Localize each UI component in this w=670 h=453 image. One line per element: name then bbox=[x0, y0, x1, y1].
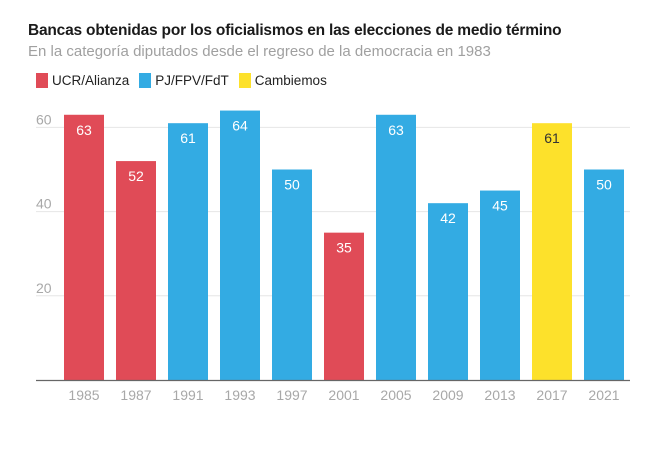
bar-1985 bbox=[64, 114, 104, 381]
x-tick-label-1997: 1997 bbox=[276, 387, 307, 403]
x-tick-label-2013: 2013 bbox=[484, 387, 515, 403]
x-tick-label-1985: 1985 bbox=[68, 387, 99, 403]
x-tick-label-1993: 1993 bbox=[224, 387, 255, 403]
bar-1993 bbox=[220, 110, 260, 380]
legend-label-ucr: UCR/Alianza bbox=[52, 73, 130, 88]
x-tick-label-1991: 1991 bbox=[172, 387, 203, 403]
value-label-1991: 61 bbox=[180, 130, 196, 146]
value-label-2005: 63 bbox=[388, 122, 404, 138]
value-label-2017: 61 bbox=[544, 130, 560, 146]
x-tick-label-2001: 2001 bbox=[328, 387, 359, 403]
legend: UCR/Alianza PJ/FPV/FdT Cambiemos bbox=[36, 73, 337, 88]
value-label-2001: 35 bbox=[336, 240, 352, 256]
bar-2009 bbox=[428, 203, 468, 380]
legend-swatch-ucr bbox=[36, 73, 48, 88]
bar-2021 bbox=[584, 169, 624, 380]
value-label-1993: 64 bbox=[232, 118, 248, 134]
bar-1987 bbox=[116, 161, 156, 380]
x-tick-label-1987: 1987 bbox=[120, 387, 151, 403]
legend-swatch-pj bbox=[139, 73, 152, 88]
y-tick-label-20: 20 bbox=[36, 280, 52, 296]
x-tick-label-2021: 2021 bbox=[588, 387, 619, 403]
value-label-2013: 45 bbox=[492, 198, 508, 214]
x-tick-label-2009: 2009 bbox=[432, 387, 463, 403]
value-label-1997: 50 bbox=[284, 177, 300, 193]
x-tick-label-2005: 2005 bbox=[380, 387, 411, 403]
chart-title: Bancas obtenidas por los oficialismos en… bbox=[28, 22, 562, 39]
legend-label-pj: PJ/FPV/FdT bbox=[155, 73, 229, 88]
value-label-1985: 63 bbox=[76, 122, 92, 138]
legend-label-cambiemos: Cambiemos bbox=[254, 73, 327, 88]
bar-1991 bbox=[168, 123, 208, 380]
value-label-1987: 52 bbox=[128, 168, 144, 184]
y-tick-label-40: 40 bbox=[36, 196, 52, 212]
legend-item-cambiemos: Cambiemos bbox=[238, 73, 327, 88]
bar-2005 bbox=[376, 114, 416, 381]
value-label-2009: 42 bbox=[440, 210, 456, 226]
bar-2013 bbox=[480, 190, 520, 380]
legend-item-ucr: UCR/Alianza bbox=[36, 73, 129, 88]
x-tick-label-2017: 2017 bbox=[536, 387, 567, 403]
bar-2017 bbox=[532, 123, 572, 380]
bar-2001 bbox=[324, 232, 364, 380]
chart-subtitle: En la categoría diputados desde el regre… bbox=[28, 43, 491, 60]
legend-swatch-cambiemos bbox=[238, 73, 251, 88]
y-tick-label-60: 60 bbox=[36, 111, 52, 127]
value-label-2021: 50 bbox=[596, 177, 612, 193]
bar-1997 bbox=[272, 169, 312, 380]
legend-item-pj: PJ/FPV/FdT bbox=[139, 73, 229, 88]
